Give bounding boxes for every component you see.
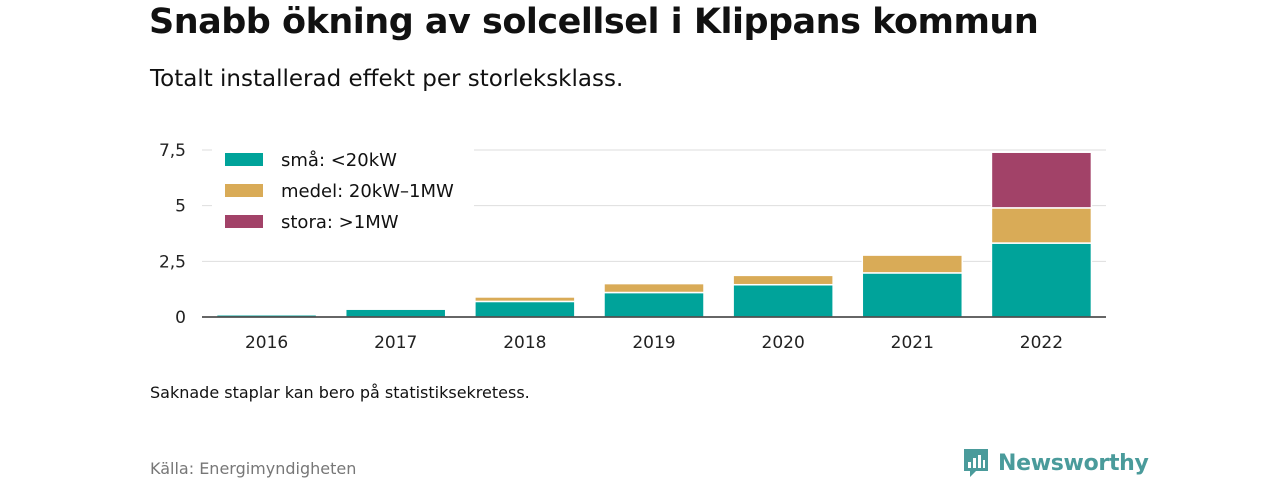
x-tick-label: 2021 bbox=[891, 333, 934, 353]
bar-segment bbox=[861, 254, 964, 274]
page-subtitle: Totalt installerad effekt per storlekskl… bbox=[150, 66, 624, 92]
brand-logo: Newsworthy bbox=[962, 447, 1149, 479]
bar-segment bbox=[732, 283, 834, 318]
legend: små: <20kW medel: 20kW–1MW stora: >1MW bbox=[212, 143, 474, 238]
legend-swatch bbox=[225, 215, 263, 228]
legend-label: medel: 20kW–1MW bbox=[281, 181, 454, 202]
bar-segment bbox=[344, 308, 447, 318]
x-tick-label: 2019 bbox=[632, 333, 675, 353]
bar-segment bbox=[990, 242, 1093, 318]
axes: 0 2,5 5 7,5 2016 2017 2018 2019 2020 2021 2022 bbox=[159, 141, 1106, 353]
bar-segment bbox=[990, 151, 1093, 209]
newsworthy-icon bbox=[964, 449, 988, 477]
x-tick-label: 2020 bbox=[762, 333, 805, 353]
source-credit: Källa: Energimyndigheten bbox=[150, 459, 357, 478]
bar-segment bbox=[990, 207, 1093, 244]
brand-name: Newsworthy bbox=[998, 450, 1149, 476]
footnote: Saknade staplar kan bero på statistiksek… bbox=[150, 383, 530, 402]
bar-segment bbox=[861, 272, 964, 318]
bar-segment bbox=[732, 274, 834, 286]
y-tick-label: 5 bbox=[175, 197, 186, 217]
bar-segment bbox=[474, 296, 576, 303]
legend-label: stora: >1MW bbox=[281, 212, 399, 233]
stacked-bar-chart: 0 2,5 5 7,5 2016 2017 2018 2019 2020 2021 2022 små… bbox=[159, 141, 1106, 353]
bars bbox=[215, 151, 1093, 318]
legend-swatch bbox=[225, 153, 263, 166]
bar-segment bbox=[603, 282, 705, 294]
x-tick-label: 2017 bbox=[374, 333, 417, 353]
page-title: Snabb ökning av solcellsel i Klippans ko… bbox=[149, 2, 1039, 42]
legend-label: små: <20kW bbox=[281, 150, 397, 171]
x-tick-label: 2016 bbox=[245, 333, 288, 353]
legend-swatch bbox=[225, 184, 263, 197]
bar-segment bbox=[603, 291, 705, 318]
x-tick-label: 2022 bbox=[1020, 333, 1063, 353]
bar-segment bbox=[474, 300, 576, 318]
y-tick-label: 0 bbox=[175, 308, 186, 328]
y-tick-label: 2,5 bbox=[159, 252, 186, 272]
x-tick-label: 2018 bbox=[503, 333, 546, 353]
y-tick-label: 7,5 bbox=[159, 141, 186, 161]
